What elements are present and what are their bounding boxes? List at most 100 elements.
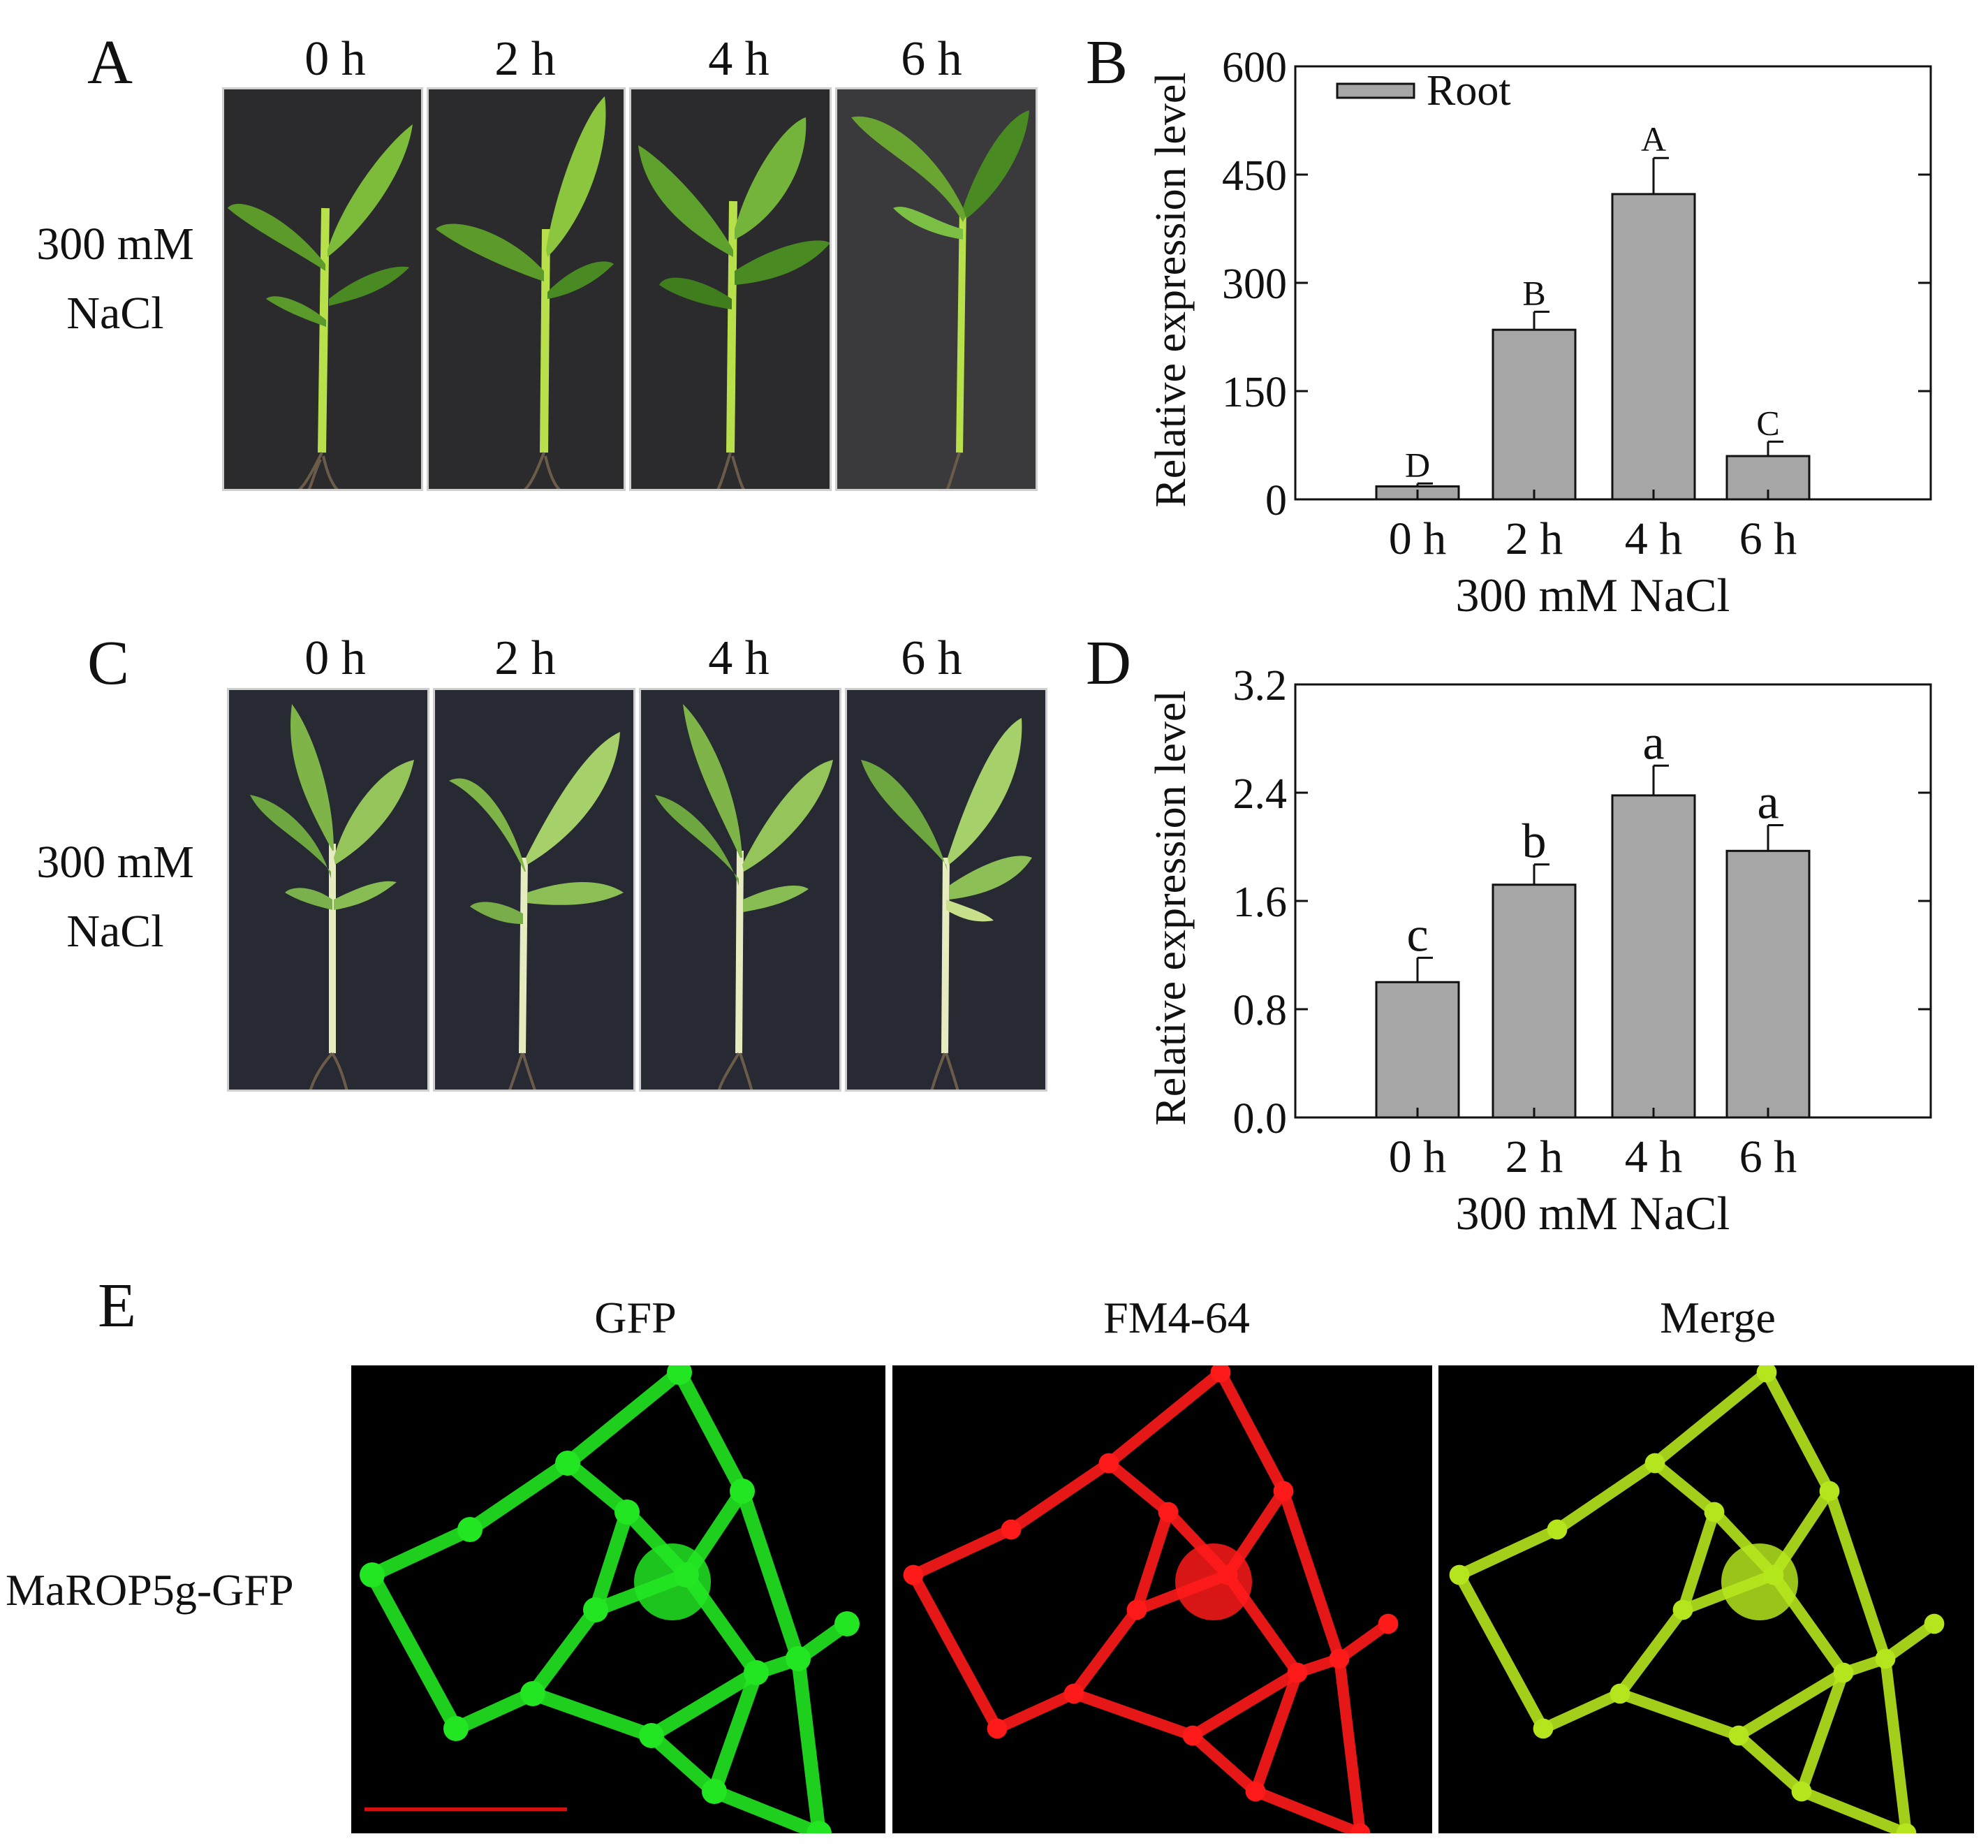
seedling-illustration	[250, 704, 414, 1090]
wall-junction	[1273, 1481, 1294, 1502]
micrograph-merge	[1438, 1365, 1974, 1833]
cell-wall-segment	[672, 1365, 749, 1498]
panel-c-time-4: 4 h	[708, 631, 770, 685]
bar-4h	[1611, 794, 1696, 1119]
cell-wall-segment	[1880, 1653, 1912, 1833]
panel-a-treatment-label: 300 mM NaCl	[0, 210, 230, 348]
cell-wall-segment	[1677, 1506, 1720, 1615]
wall-junction	[1833, 1662, 1854, 1683]
panel-c-treatment-label: 300 mM NaCl	[0, 828, 230, 966]
cell-wall-segment	[1733, 1730, 1807, 1797]
cell-wall-segment	[1278, 1486, 1345, 1664]
cell-wall-segment	[1187, 1667, 1303, 1741]
panel-d-letter: D	[1086, 629, 1131, 698]
panel-a-treatment-line2: NaCl	[66, 288, 164, 339]
significance-letter: b	[1522, 815, 1547, 869]
panel-a-letter: A	[87, 28, 133, 97]
x-tick-label: 0 h	[1389, 513, 1447, 564]
y-tick-label: 0	[1265, 477, 1287, 525]
micrograph-fm4-64	[892, 1365, 1432, 1833]
cell-wall-segment	[1761, 1367, 1835, 1497]
wall-junction	[1378, 1613, 1399, 1634]
panel-c-time-0: 0 h	[304, 631, 366, 685]
x-tick-label: 4 h	[1625, 513, 1683, 564]
y-tick-label: 3.2	[1233, 662, 1288, 710]
panel-b-letter: B	[1086, 28, 1128, 97]
y-tick-label: 1.6	[1233, 879, 1288, 926]
cell-wall-segment	[1733, 1667, 1849, 1741]
cell-wall-segment	[1250, 1667, 1303, 1797]
wall-junction	[987, 1718, 1008, 1739]
bar-6h	[1725, 849, 1811, 1119]
seedling-photo-c-2h	[433, 688, 635, 1092]
cell-wall-segment	[1649, 1458, 1720, 1518]
panel-a-time-4: 4 h	[708, 32, 770, 86]
significance-letter: A	[1641, 119, 1666, 159]
x-axis-label: 300 mM NaCl	[1456, 569, 1730, 622]
seedling-photo-2h	[427, 87, 626, 491]
wall-junction	[903, 1564, 924, 1585]
x-tick-label: 6 h	[1739, 1131, 1797, 1182]
cell-wall-segment	[1250, 1786, 1366, 1833]
bar-2h	[1492, 328, 1577, 501]
seedling-photo-6h	[835, 87, 1038, 491]
x-tick-label: 4 h	[1625, 1131, 1683, 1182]
gfp-walls	[360, 1365, 860, 1833]
significance-letter: B	[1522, 273, 1545, 312]
wall-junction	[1210, 1365, 1231, 1383]
wall-junction	[1875, 1648, 1896, 1669]
wall-junction	[786, 1646, 811, 1671]
y-tick-label: 2.4	[1233, 770, 1288, 818]
cell-wall-segment	[1215, 1367, 1289, 1497]
legend-label: Root	[1427, 67, 1511, 115]
legend-swatch	[1336, 82, 1415, 99]
seedling-illustration	[436, 96, 614, 489]
y-axis-label: Relative expression level	[1147, 72, 1195, 507]
bright-region	[1721, 1543, 1798, 1620]
wall-junction	[1819, 1481, 1840, 1502]
seedling-illustration	[638, 117, 830, 489]
wall-junction	[1728, 1725, 1749, 1746]
wall-junction	[807, 1821, 832, 1833]
wall-junction	[1350, 1823, 1371, 1833]
wall-junction	[639, 1723, 664, 1748]
wall-junction	[1672, 1599, 1693, 1620]
panel-a-time-2: 2 h	[494, 32, 556, 86]
cell-wall-segment	[1649, 1367, 1772, 1469]
wall-junction	[1533, 1718, 1554, 1739]
seedling-illustration	[851, 110, 1029, 489]
wall-junction	[360, 1562, 385, 1587]
significance-letter: D	[1405, 445, 1430, 484]
panel-e-title-gfp: GFP	[594, 1293, 677, 1342]
bar-4h	[1611, 193, 1696, 501]
wall-junction	[667, 1365, 692, 1385]
cell-wall-segment	[1824, 1486, 1891, 1664]
cell-wall-segment	[1103, 1367, 1226, 1469]
cell-wall-segment	[645, 1666, 763, 1743]
panel-a-time-6: 6 h	[901, 32, 962, 86]
bar-0h	[1375, 981, 1460, 1119]
x-tick-label: 2 h	[1505, 1131, 1563, 1182]
significance-letter: a	[1642, 716, 1664, 770]
x-tick-label: 6 h	[1739, 513, 1797, 564]
cell-network-gfp	[360, 1365, 860, 1833]
significance-letter: a	[1757, 776, 1779, 830]
panel-e-title-fm4-64: FM4-64	[1103, 1293, 1250, 1342]
wall-junction	[744, 1660, 769, 1685]
cell-wall-segment	[365, 1523, 477, 1582]
seedling-photo-4h	[629, 87, 832, 491]
seedling-photo-c-4h	[639, 688, 841, 1092]
wall-junction	[1547, 1519, 1568, 1540]
wall-junction	[1449, 1564, 1470, 1585]
wall-junction	[1287, 1662, 1308, 1683]
cell-wall-segment	[1538, 1688, 1626, 1734]
wall-junction	[1704, 1502, 1725, 1523]
cell-wall-segment	[526, 1687, 658, 1743]
cell-wall-segment	[1068, 1604, 1142, 1699]
cell-network-fm4-64	[903, 1365, 1399, 1833]
cell-network-merge	[1449, 1365, 1945, 1833]
wall-junction	[1896, 1823, 1917, 1833]
wall-junction	[1791, 1781, 1812, 1802]
cell-wall-segment	[1131, 1506, 1174, 1615]
y-tick-label: 600	[1222, 44, 1287, 91]
